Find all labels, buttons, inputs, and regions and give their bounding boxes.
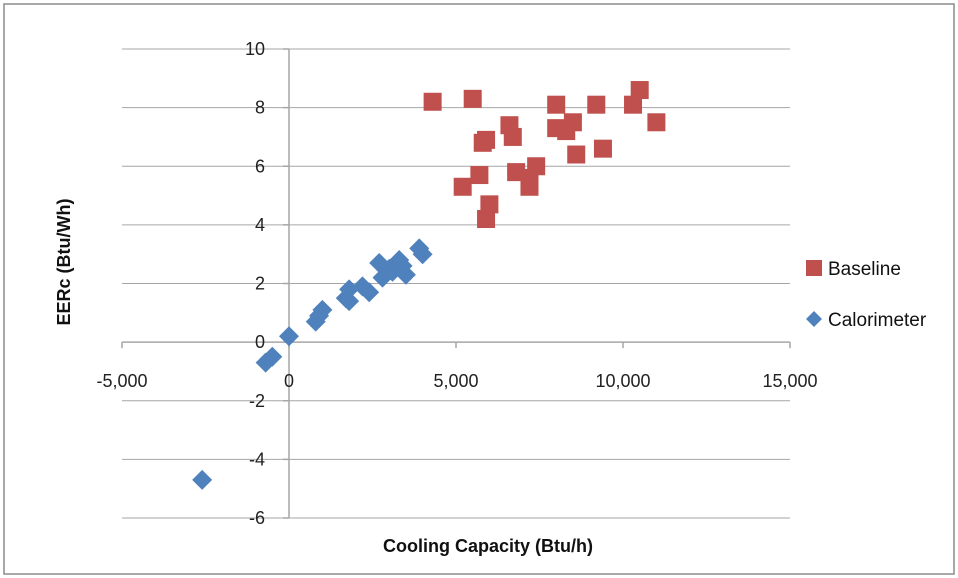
calorimeter-point (312, 299, 333, 320)
chart-border (3, 3, 955, 575)
baseline-point (593, 139, 612, 158)
baseline-point (547, 95, 566, 114)
calorimeter-point (395, 264, 416, 285)
x-tick-label: -5,000 (96, 371, 147, 391)
legend-baseline-marker (806, 260, 822, 276)
y-tick-label: 0 (255, 332, 265, 352)
legend-calorimeter-marker (806, 311, 822, 327)
x-tick-label: 5,000 (433, 371, 478, 391)
baseline-point (477, 210, 496, 229)
baseline-point (477, 130, 496, 149)
baseline-point (630, 81, 649, 100)
gridlines (122, 48, 790, 519)
data-points (192, 81, 666, 490)
baseline-point (567, 145, 586, 164)
baseline-point (463, 89, 482, 108)
calorimeter-point (192, 469, 213, 490)
baseline-point (453, 177, 472, 196)
calorimeter-point (262, 346, 283, 367)
y-tick-label: 10 (245, 39, 265, 59)
y-tick-label: 8 (255, 98, 265, 118)
x-axis-title: Cooling Capacity (Btu/h) (383, 536, 593, 556)
y-axis-title: EERc (Btu/Wh) (54, 199, 74, 326)
legend-baseline-label: Baseline (828, 259, 901, 280)
calorimeter-point (339, 291, 360, 312)
legend: Baseline Calorimeter (806, 259, 927, 331)
y-tick-label: 6 (255, 156, 265, 176)
y-tick-label: 4 (255, 215, 265, 235)
baseline-point (563, 113, 582, 132)
baseline-point (503, 127, 522, 146)
legend-calorimeter-label: Calorimeter (828, 310, 927, 331)
baseline-point (587, 95, 606, 114)
x-tick-label: 0 (284, 371, 294, 391)
y-tick-label: 2 (255, 274, 265, 294)
baseline-point (470, 166, 489, 185)
x-tick-label: 15,000 (762, 371, 817, 391)
baseline-point (423, 92, 442, 111)
y-tick-label: -2 (249, 391, 265, 411)
calorimeter-point (339, 279, 360, 300)
baseline-point (647, 113, 666, 132)
calorimeter-point (412, 244, 433, 265)
baseline-point (480, 195, 499, 214)
y-tick-label: -6 (249, 508, 265, 528)
y-tick-label: -4 (249, 449, 265, 469)
baseline-point (624, 95, 643, 114)
tick-labels: -5,000 0 5,000 10,000 15,000 -6 -4 -2 0 2 4 6 8 10 (96, 39, 817, 528)
calorimeter-point (279, 326, 299, 347)
x-tick-label: 10,000 (595, 371, 650, 391)
calorimeter-point (359, 282, 380, 303)
baseline-point (527, 157, 546, 176)
